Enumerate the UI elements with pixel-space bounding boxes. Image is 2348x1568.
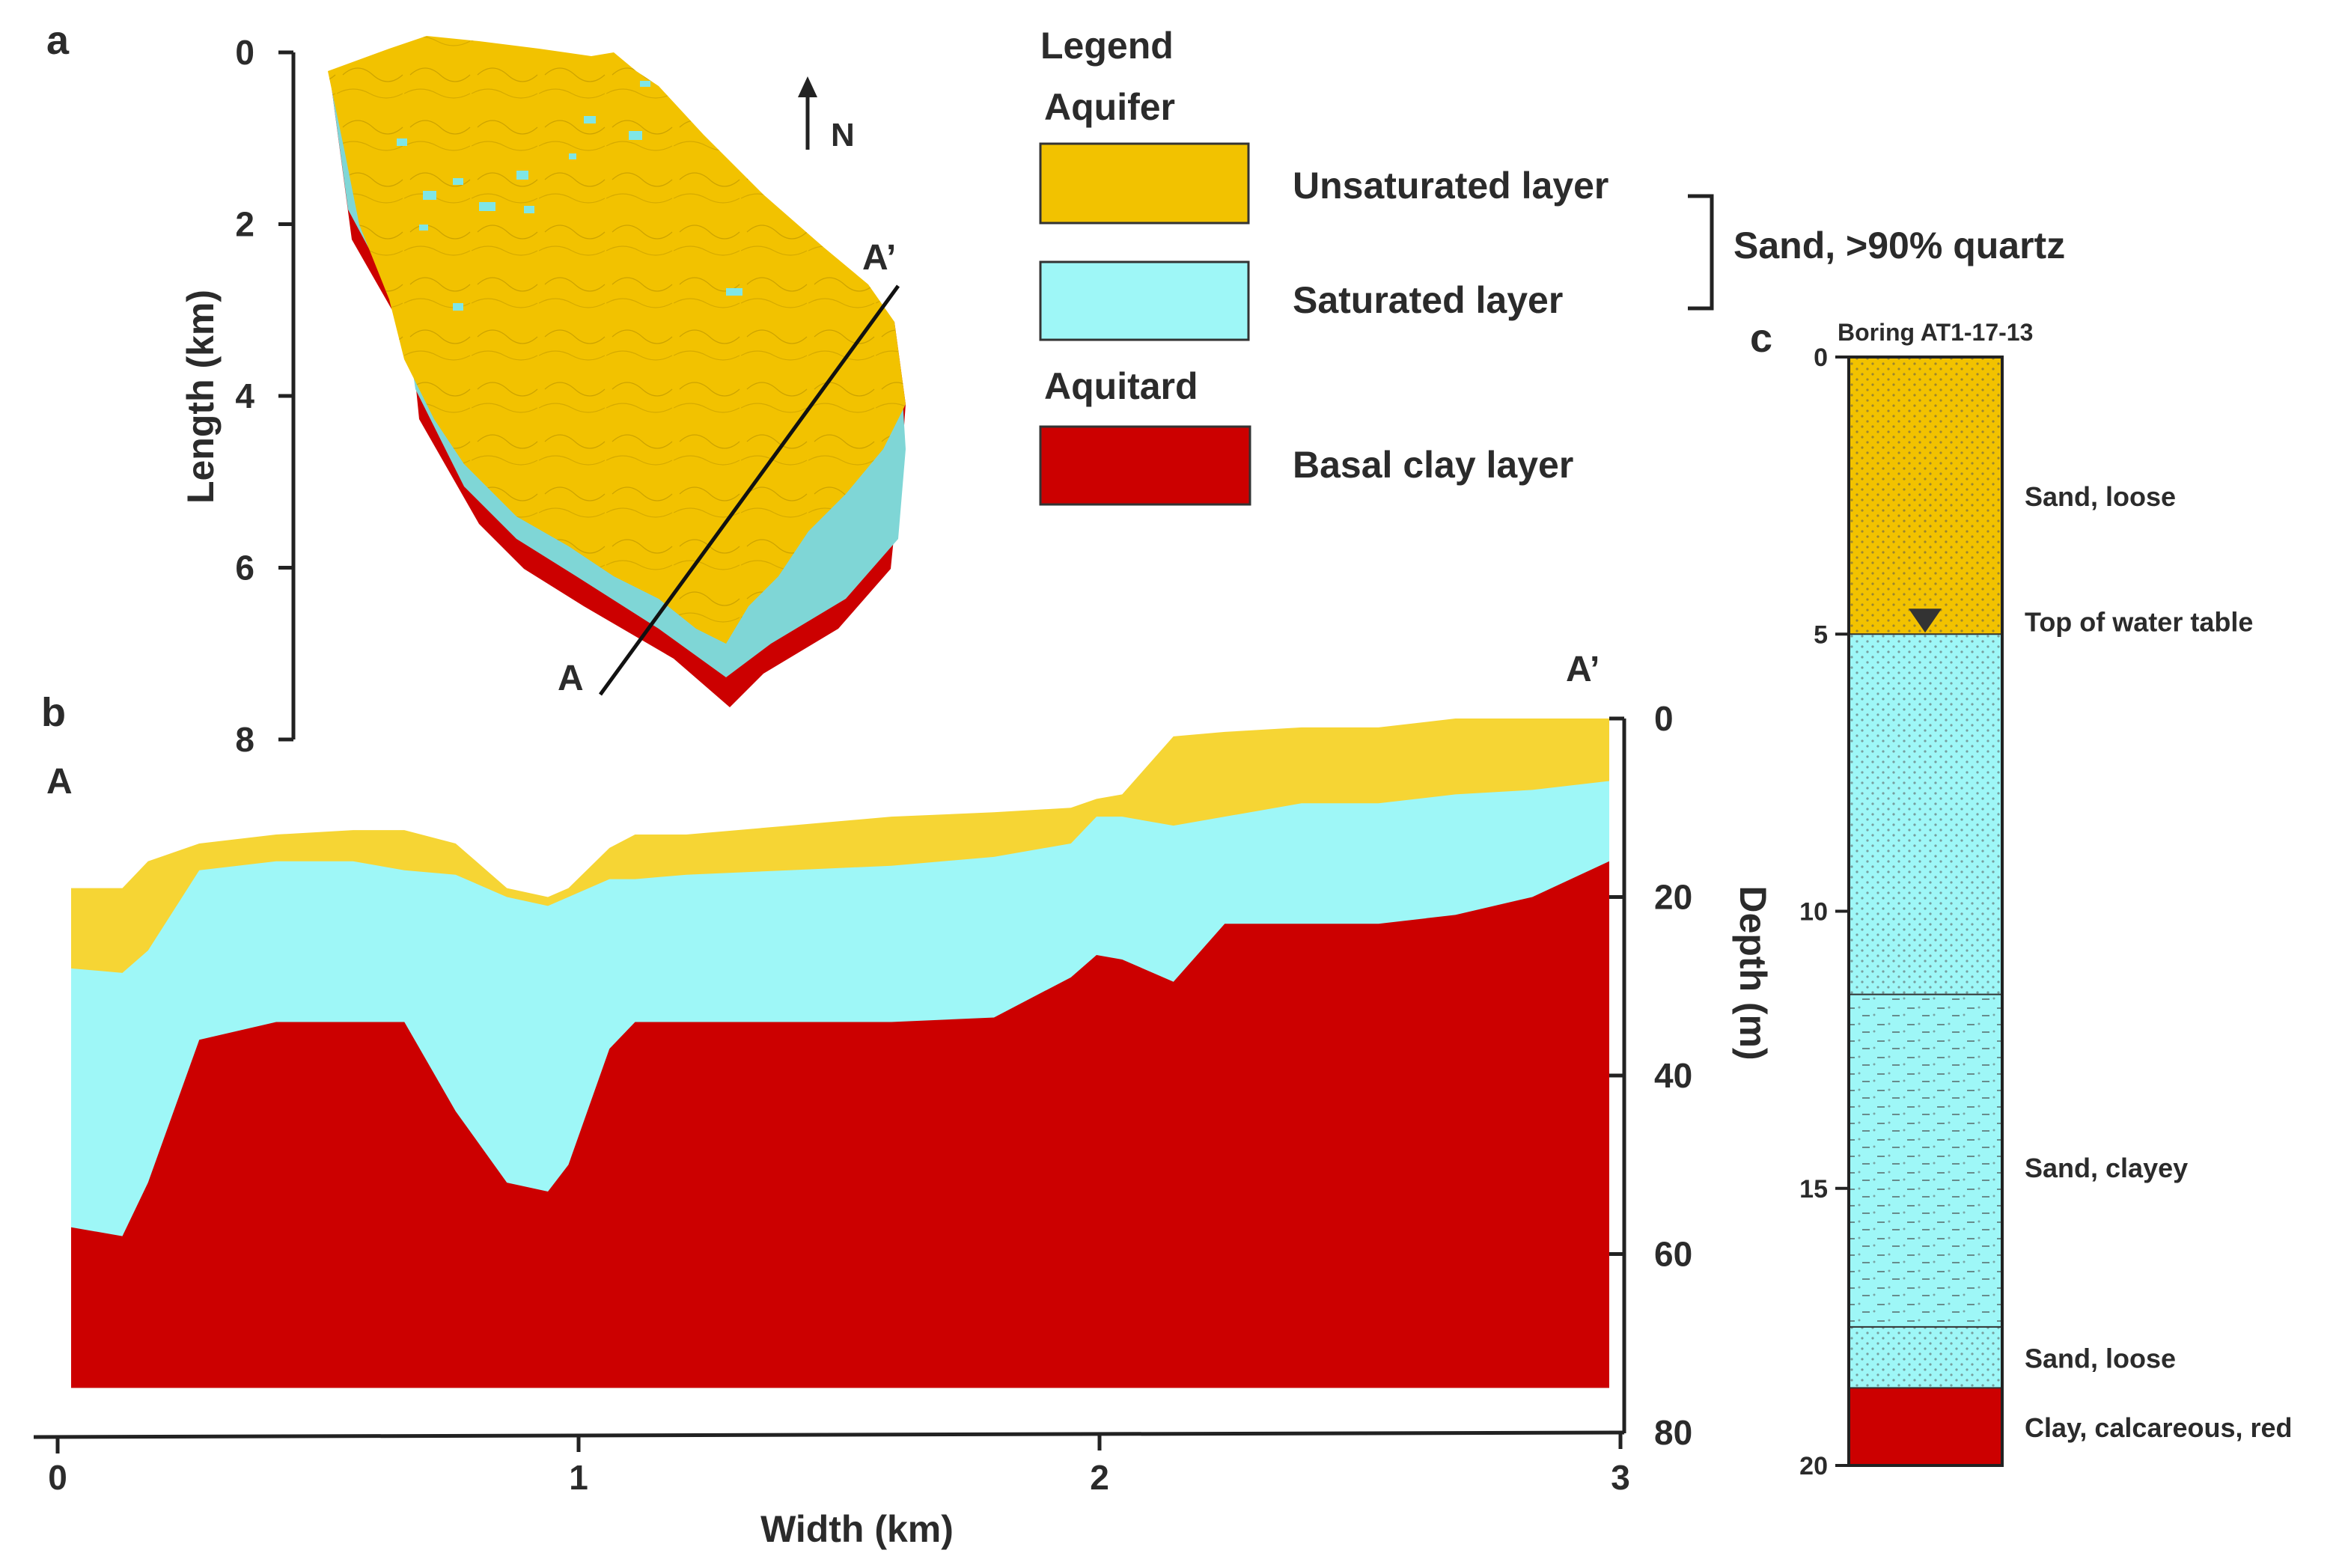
panel-label-a: a [46,18,70,63]
legend-swatch-clay [1039,425,1251,506]
section-clay-layer [71,861,1609,1388]
width-tick-label: 0 [48,1458,67,1497]
cross-section-layers [71,719,1609,1388]
depth-axis-label: Depth (m) [1732,885,1774,1060]
width-tick-label: 1 [569,1458,588,1497]
legend-bracket [1688,194,1714,311]
legend-title: Legend [1040,25,1174,67]
panel-label-c: c [1750,316,1772,361]
boring-layer-label: Sand, loose [2025,481,2176,512]
north-arrow-icon [798,76,817,150]
depth-tick-label: 20 [1654,878,1692,917]
length-axis-label: Length (km) [180,290,222,504]
panel-c: c Boring AT1-17-13 Sand, loose Sand, clay… [1750,316,2293,1480]
length-tick-label: 4 [235,376,254,415]
boring-depth-tick-label: 0 [1814,344,1828,372]
section-line-end-label: A’ [862,238,896,278]
width-axis-ticks: 0 1 2 3 [48,1433,1630,1497]
boring-depth-tick-label: 5 [1814,620,1828,649]
depth-tick-label: 60 [1654,1235,1692,1274]
width-axis-line [33,1430,1621,1439]
legend-group-aquifer: Aquifer [1044,86,1175,128]
legend-label-unsaturated: Unsaturated layer [1293,165,1608,207]
section-line-start-label: A [558,659,584,698]
length-tick-label: 6 [235,549,254,588]
boring-layer [1849,1388,2002,1465]
panel-a: a 0 2 4 6 8 Length (km) [46,18,906,759]
legend-bracket-label: Sand, >90% quartz [1733,225,2065,266]
boring-depth-tick-label: 20 [1799,1452,1828,1480]
depth-tick-label: 0 [1654,699,1674,738]
boring-depth-tick-label: 15 [1799,1175,1828,1204]
legend-label-saturated: Saturated layer [1293,279,1563,321]
north-label: N [831,117,855,153]
panel-b: b A A’ 0 1 2 3 Width (km) 0 20 40 60 80 Depth (… [33,650,1774,1550]
block-surface-texture [328,36,906,644]
section-start-label: A [46,762,73,802]
section-end-label: A’ [1566,650,1600,689]
water-table-label: Top of water table [2025,606,2253,637]
legend-swatch-unsaturated [1039,142,1250,225]
length-tick-label: 8 [235,720,254,759]
legend-swatch-saturated [1039,260,1250,341]
panel-label-b: b [41,690,66,735]
legend: Legend Aquifer Unsaturated layer Saturat… [1039,25,2065,506]
depth-tick-label: 40 [1654,1056,1692,1095]
depth-tick-label: 80 [1654,1413,1692,1452]
section-line [598,284,900,696]
boring-layer-label: Clay, calcareous, red [2025,1412,2293,1443]
width-tick-label: 3 [1611,1458,1630,1497]
legend-label-clay: Basal clay layer [1293,444,1573,486]
aquifer-3d-block [328,36,906,707]
length-axis-ticks: 0 2 4 6 8 [235,33,293,759]
boring-title: Boring AT1-17-13 [1838,319,2033,346]
length-tick-label: 2 [235,205,254,244]
boring-log: Sand, loose Sand, clayey Sand, loose Clay, … [1799,344,2292,1480]
block-water-patches [397,81,742,311]
depth-axis-ticks: 0 20 40 60 80 [1609,699,1692,1452]
boring-layer-pattern [1849,1326,2002,1388]
width-axis-label: Width (km) [760,1508,954,1550]
boring-layer-pattern [1849,357,2002,635]
boring-layer-label: Sand, loose [2025,1343,2176,1374]
water-table-triangle-icon [1909,608,1942,633]
boring-layer-label: Sand, clayey [2025,1153,2188,1183]
legend-group-aquitard: Aquitard [1044,365,1198,407]
boring-depth-tick-label: 10 [1799,898,1828,927]
boring-layer-pattern [1849,634,2002,995]
boring-layer-pattern [1849,994,2002,1327]
width-tick-label: 2 [1090,1458,1109,1497]
length-tick-label: 0 [235,33,254,72]
